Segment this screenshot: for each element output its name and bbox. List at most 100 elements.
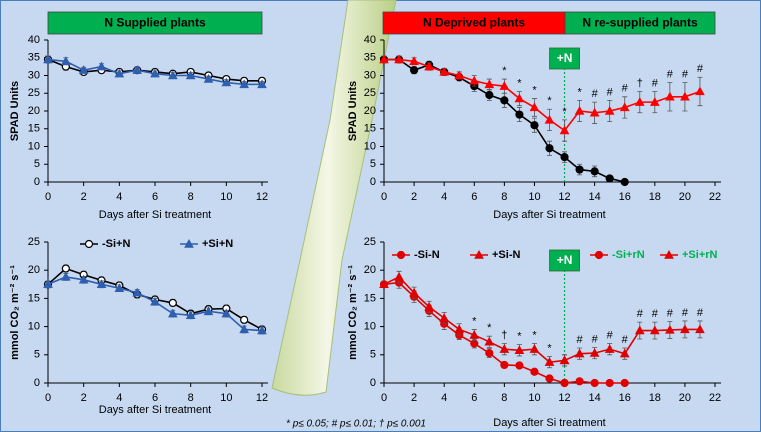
significance-mark: # xyxy=(607,329,614,341)
significance-mark: # xyxy=(652,77,659,89)
marker xyxy=(500,360,509,370)
significance-mark: # xyxy=(592,333,599,345)
marker xyxy=(545,144,554,153)
marker xyxy=(530,367,539,376)
banner-text: N Deprived plants xyxy=(423,16,525,30)
marker xyxy=(545,374,554,383)
marker xyxy=(185,70,196,80)
y-tick-label: 20 xyxy=(28,264,40,276)
x-tick-label: 14 xyxy=(589,392,601,404)
significance-mark: # xyxy=(577,334,584,346)
significance-mark: # xyxy=(607,86,614,98)
marker xyxy=(484,79,495,89)
significance-mark: # xyxy=(667,307,674,319)
marker xyxy=(559,125,570,135)
marker xyxy=(239,79,250,89)
marker xyxy=(484,336,495,346)
significance-mark: * xyxy=(532,84,537,96)
marker xyxy=(514,345,525,354)
y-tick-label: 30 xyxy=(28,69,40,81)
x-tick-label: 10 xyxy=(528,191,540,203)
marker xyxy=(500,96,509,105)
y-tick-label: 0 xyxy=(370,176,376,188)
marker xyxy=(620,378,629,388)
y-tick-label: 0 xyxy=(34,377,40,389)
marker xyxy=(499,344,510,353)
legend-label: +Si+N xyxy=(202,238,233,250)
marker xyxy=(132,65,143,74)
marker xyxy=(424,61,434,71)
marker xyxy=(150,296,160,306)
significance-mark: * xyxy=(517,331,522,343)
marker xyxy=(634,97,645,106)
x-tick-label: 12 xyxy=(558,392,570,404)
marker xyxy=(60,271,71,281)
banner-text: N Supplied plants xyxy=(104,16,206,30)
marker xyxy=(544,357,555,366)
significance-mark: * xyxy=(547,95,552,107)
x-tick-label: 2 xyxy=(81,392,87,404)
marker xyxy=(649,325,660,335)
legend-marker xyxy=(396,250,406,260)
legend-marker xyxy=(474,249,484,259)
y-tick-label: 20 xyxy=(364,105,376,117)
significance-mark: # xyxy=(622,83,629,95)
marker xyxy=(590,378,599,388)
x-tick-label: 18 xyxy=(649,392,661,404)
y-tick-label: 25 xyxy=(28,87,40,99)
marker xyxy=(78,65,89,74)
marker xyxy=(379,279,389,288)
legend-marker xyxy=(594,250,604,260)
significance-mark: * xyxy=(472,315,477,327)
marker xyxy=(695,86,705,96)
significance-mark: * xyxy=(532,329,537,341)
y-axis-label: SPAD Units xyxy=(9,81,21,141)
y-tick-label: 35 xyxy=(28,52,40,64)
x-tick-label: 10 xyxy=(220,392,232,404)
marker xyxy=(394,271,404,281)
marker xyxy=(454,324,465,334)
x-axis-label: Days after Si treatment xyxy=(493,417,606,429)
y-axis-label: mmol CO₂ m⁻² s⁻¹ xyxy=(347,265,359,360)
y-tick-label: 35 xyxy=(364,52,376,64)
marker xyxy=(605,174,614,183)
marker xyxy=(559,355,570,365)
marker xyxy=(469,330,480,339)
x-tick-label: 0 xyxy=(381,392,387,404)
marker xyxy=(239,324,250,334)
y-tick-label: 5 xyxy=(370,158,376,170)
marker xyxy=(114,283,125,292)
marker xyxy=(634,325,645,335)
significance-mark: # xyxy=(667,69,674,81)
x-tick-label: 12 xyxy=(256,191,268,203)
x-tick-label: 22 xyxy=(709,191,721,203)
marker xyxy=(575,165,584,174)
x-tick-label: 8 xyxy=(188,392,194,404)
marker xyxy=(515,361,524,370)
significance-mark: # xyxy=(652,308,659,320)
y-tick-label: 10 xyxy=(364,140,376,152)
marker xyxy=(167,308,178,318)
y-tick-label: 25 xyxy=(364,87,376,99)
y-tick-label: 15 xyxy=(364,123,376,135)
resupply-box xyxy=(549,249,580,272)
marker xyxy=(409,287,419,297)
significance-mark: # xyxy=(622,334,629,346)
legend-marker xyxy=(664,249,674,259)
x-tick-label: 2 xyxy=(411,191,417,203)
legend-label: -Si+N xyxy=(102,238,130,250)
banner-text: N re-supplied plants xyxy=(582,16,698,30)
marker xyxy=(439,313,450,322)
marker xyxy=(257,325,267,335)
marker xyxy=(530,121,539,130)
x-tick-label: 10 xyxy=(528,392,540,404)
marker xyxy=(529,344,540,353)
x-tick-label: 10 xyxy=(220,191,232,203)
x-tick-label: 20 xyxy=(679,191,691,203)
y-tick-label: 5 xyxy=(34,158,40,170)
legend-marker xyxy=(184,238,194,248)
footnote: * p≤ 0.05; # p≤ 0.01; † p≤ 0.001 xyxy=(286,419,426,430)
marker xyxy=(439,66,450,76)
resupply-label: +N xyxy=(557,51,573,65)
x-tick-label: 16 xyxy=(619,191,631,203)
